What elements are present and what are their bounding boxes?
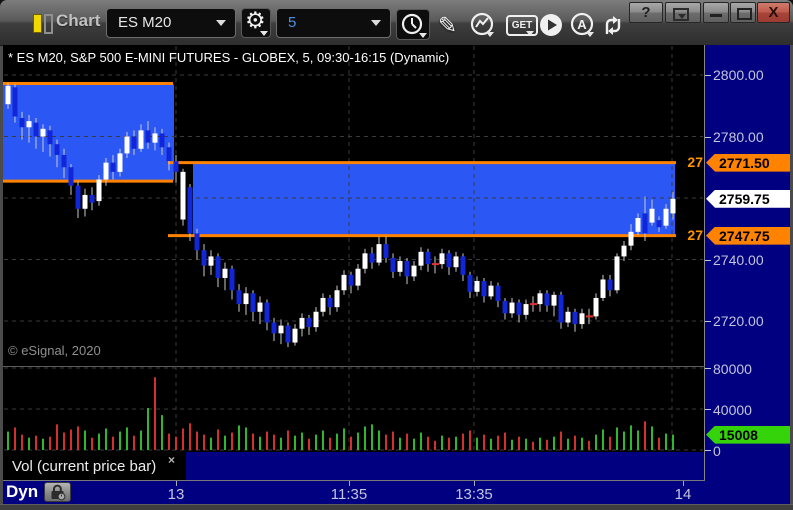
level-price-partial-label: 27: [687, 226, 703, 243]
window-frame-bottom: [0, 504, 793, 510]
price-axis-tick: [705, 75, 711, 76]
price-axis-label: 2720.00: [713, 313, 764, 329]
price-axis-label: 2780.00: [713, 128, 764, 145]
symbol-dropdown[interactable]: ES M20: [106, 8, 236, 38]
get-data-button[interactable]: GET: [506, 15, 538, 37]
current-volume-tag: 15008: [706, 425, 790, 444]
alert-a-icon: A: [570, 12, 594, 36]
time-axis-tick: [349, 481, 350, 486]
time-axis-label: 11:35: [330, 486, 368, 503]
alerts-button[interactable]: A: [570, 12, 596, 38]
price-axis-tick: [705, 136, 711, 138]
minimize-icon: [710, 14, 722, 17]
chevron-down-icon: [371, 20, 381, 26]
chevron-down-icon: [419, 33, 427, 38]
indicator-label-row: [3, 452, 186, 481]
draw-pencil-button[interactable]: ✎: [438, 12, 458, 38]
axis-divider: [704, 45, 705, 481]
time-axis-label: 13:35: [455, 486, 493, 503]
chart-header-text: * ES M20, S&P 500 E-MINI FUTURES - GLOBE…: [8, 50, 450, 65]
lock-icon: [51, 484, 66, 501]
volume-axis-tick: [705, 409, 711, 410]
time-axis-label: 14: [674, 486, 692, 503]
chevron-down-icon: [260, 31, 268, 36]
clock-icon: [401, 13, 423, 35]
price-axis-tick: [705, 321, 711, 322]
interval-dropdown[interactable]: 5: [276, 8, 391, 38]
price-axis-tick: [705, 259, 711, 261]
volume-axis-tick: [705, 450, 711, 451]
symbol-settings-button[interactable]: ⚙: [241, 8, 271, 38]
time-axis-tick: [176, 481, 177, 486]
time-lock-button[interactable]: [44, 482, 71, 502]
chevron-down-icon: [586, 32, 594, 37]
chevron-down-icon: [216, 20, 226, 26]
time-axis-tick: [474, 481, 475, 486]
price-level-tag: 2747.75: [706, 226, 790, 245]
swap-arrows-icon: [605, 16, 621, 35]
play-icon: [540, 14, 562, 36]
volume-axis-label: 40000: [713, 402, 752, 418]
time-axis-label: 13: [167, 486, 185, 503]
line-study-button[interactable]: [470, 12, 496, 38]
time-axis-tick: [683, 481, 684, 486]
window-title: Chart: [56, 11, 101, 30]
esignal-watermark: © eSignal, 2020: [8, 343, 101, 358]
chart-window-icon-secondary: [44, 14, 53, 34]
close-button[interactable]: X: [757, 2, 790, 23]
volume-axis-label: 0: [713, 443, 721, 459]
row-divider: [3, 480, 705, 481]
window-frame-right: [790, 45, 793, 504]
trendline-icon: [470, 12, 494, 36]
time-templates-button[interactable]: [396, 9, 430, 40]
reload-symbol-button[interactable]: [601, 14, 627, 40]
chevron-down-icon: [526, 31, 534, 36]
restore-menu-button[interactable]: [665, 2, 701, 23]
maximize-icon: [737, 8, 752, 20]
price-axis[interactable]: [705, 45, 790, 481]
price-axis-label: 2800.00: [713, 67, 764, 83]
chevron-down-icon: [486, 32, 494, 37]
price-level-tag: 2759.75: [706, 189, 790, 208]
window-titlebar[interactable]: Chart ES M20 ⚙ 5 ✎: [0, 0, 793, 46]
interval-value: 5: [288, 14, 297, 31]
volume-axis-label: 80000: [713, 361, 752, 377]
dynamic-mode-button[interactable]: Dyn: [6, 482, 39, 501]
gear-icon: ⚙: [245, 8, 266, 34]
price-level-tag: 2771.50: [706, 153, 790, 172]
pane-divider[interactable]: [3, 366, 705, 367]
help-button[interactable]: ?: [629, 2, 663, 23]
indicator-row-filler: [186, 452, 705, 481]
maximize-button[interactable]: [730, 2, 756, 23]
replay-play-button[interactable]: [538, 12, 564, 38]
level-price-partial-label: 27: [687, 153, 703, 170]
volume-study-label: Vol (current price bar): [12, 458, 157, 475]
chart-plot-area[interactable]: [3, 45, 705, 481]
restore-icon: [673, 8, 689, 21]
volume-axis-tick: [705, 368, 711, 369]
get-icon: GET: [506, 15, 538, 36]
symbol-value: ES M20: [118, 14, 172, 31]
minimize-button[interactable]: [703, 2, 729, 23]
time-axis[interactable]: [3, 481, 790, 504]
chart-window-icon: [33, 14, 42, 33]
svg-text:A: A: [577, 17, 587, 32]
volume-study-close-icon[interactable]: ×: [168, 453, 176, 467]
price-axis-label: 2740.00: [713, 251, 764, 268]
